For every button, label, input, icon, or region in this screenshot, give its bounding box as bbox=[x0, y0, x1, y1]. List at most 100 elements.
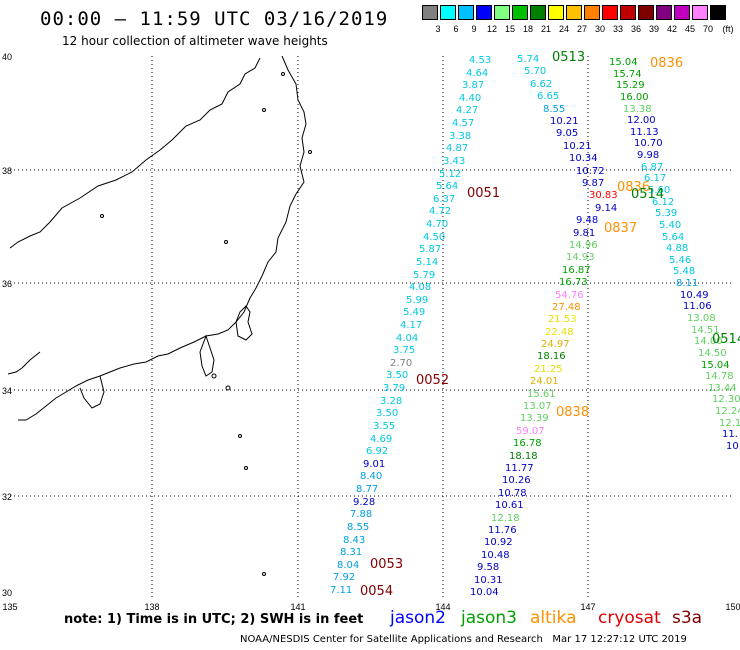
island-6 bbox=[225, 385, 231, 391]
legend-swatch bbox=[638, 5, 654, 20]
pass-time-label: 0513 bbox=[552, 50, 586, 65]
wave-height-value: 4.72 bbox=[429, 206, 452, 217]
pass-time-label: 0051 bbox=[467, 186, 501, 201]
wave-height-value: 5.64 bbox=[662, 232, 685, 243]
wave-height-value: 14.50 bbox=[698, 348, 727, 359]
legend-swatch bbox=[476, 5, 492, 20]
wave-height-value: 8.40 bbox=[360, 471, 383, 482]
legend-swatch bbox=[440, 5, 456, 20]
wave-height-value: 5.60 bbox=[648, 185, 671, 196]
wave-height-value: 18.18 bbox=[509, 451, 538, 462]
wave-height-value: 16.87 bbox=[562, 265, 591, 276]
legend-label: 42 bbox=[666, 24, 677, 34]
wave-height-value: 16.78 bbox=[513, 438, 542, 449]
wave-height-value: 3.50 bbox=[376, 408, 399, 419]
wave-height-value: 6.87 bbox=[641, 162, 664, 173]
legend-swatch bbox=[602, 5, 618, 20]
pass-time-label: 0514 bbox=[712, 332, 740, 347]
wave-height-value: 6.12 bbox=[652, 197, 675, 208]
wave-height-value: 3.55 bbox=[373, 421, 396, 432]
wave-height-value: 3.50 bbox=[386, 370, 409, 381]
wave-height-value: 5.99 bbox=[406, 295, 429, 306]
wave-height-value: 10.70 bbox=[634, 138, 663, 149]
latitude-label: 30 bbox=[2, 588, 12, 598]
pass-time-label: 0836 bbox=[650, 56, 684, 71]
legend-swatch bbox=[710, 5, 726, 20]
wave-height-value: 6.65 bbox=[537, 91, 560, 102]
wave-height-value: 9.28 bbox=[353, 497, 376, 508]
island-8 bbox=[244, 466, 248, 470]
wave-height-value: 10.61 bbox=[495, 500, 524, 511]
legend-swatch bbox=[656, 5, 672, 20]
latitude-labels: 40 38 36 34 32 30 bbox=[2, 52, 12, 598]
legend-label: 24 bbox=[558, 24, 569, 34]
pass-time-label: 0838 bbox=[556, 405, 590, 420]
honshu-coastline bbox=[9, 57, 261, 249]
island-2 bbox=[262, 108, 266, 112]
wave-height-value: 14.00 bbox=[694, 336, 723, 347]
latitude-label: 32 bbox=[2, 492, 12, 502]
legend-swatch bbox=[584, 5, 600, 20]
island-9 bbox=[262, 572, 266, 576]
legend-label: 18 bbox=[522, 24, 533, 34]
wave-height-value: 13.39 bbox=[520, 413, 549, 424]
wave-height-value: 4.04 bbox=[396, 333, 419, 344]
wave-height-value: 5.64 bbox=[436, 181, 459, 192]
legend-label: 21 bbox=[540, 24, 551, 34]
wave-height-value: 12.18 bbox=[491, 513, 520, 524]
wave-height-value: 8.43 bbox=[343, 535, 366, 546]
island-7 bbox=[238, 434, 242, 438]
legend-label: 39 bbox=[648, 24, 659, 34]
wave-height-value: 11.06 bbox=[683, 301, 712, 312]
wave-height-value: 12.00 bbox=[627, 115, 656, 126]
legend-swatch bbox=[458, 5, 474, 20]
legend-label: 6 bbox=[453, 24, 459, 34]
wave-height-value: 5.39 bbox=[655, 208, 678, 219]
wave-height-value: 10.04 bbox=[470, 587, 499, 598]
wave-height-value: 6.37 bbox=[433, 194, 456, 205]
wave-height-value: 10.48 bbox=[481, 550, 510, 561]
satellite-jason3: jason3 bbox=[461, 608, 517, 628]
wave-height-value: 14.51 bbox=[691, 325, 720, 336]
longitude-label: 147 bbox=[580, 602, 595, 612]
wave-height-value: 16.00 bbox=[620, 92, 649, 103]
wave-height-value: 10. bbox=[726, 441, 740, 452]
legend-swatch bbox=[422, 5, 438, 20]
wave-height-value: 4.69 bbox=[370, 434, 393, 445]
longitude-label: 138 bbox=[144, 602, 159, 612]
wave-height-value: 9.14 bbox=[595, 203, 618, 214]
wave-height-value: 3.87 bbox=[462, 80, 485, 91]
wave-height-value: 10.31 bbox=[474, 575, 503, 586]
pass-time-label: 0837 bbox=[604, 221, 638, 236]
wave-height-value: 14.96 bbox=[569, 240, 598, 251]
pass-time-label: 0054 bbox=[360, 584, 394, 599]
latitude-label: 40 bbox=[2, 52, 12, 62]
wave-height-value: 4.50 bbox=[423, 232, 446, 243]
legend-label: 36 bbox=[630, 24, 641, 34]
legend-label: 33 bbox=[612, 24, 623, 34]
satellite-jason2: jason2 bbox=[390, 608, 446, 628]
wave-height-value: 13.08 bbox=[687, 313, 716, 324]
pass-time-label: 0514 bbox=[631, 187, 665, 202]
wave-height-value: 14.93 bbox=[566, 252, 595, 263]
island-1 bbox=[281, 72, 285, 76]
wave-height-value: 10.78 bbox=[498, 488, 527, 499]
island-3 bbox=[308, 150, 312, 154]
island-4 bbox=[224, 240, 228, 244]
wave-height-value: 30.83 bbox=[589, 190, 618, 201]
credit-text: NOAA/NESDIS Center for Satellite Applica… bbox=[240, 634, 543, 645]
wave-height-value: 8.55 bbox=[543, 104, 566, 115]
wave-height-value: 27.48 bbox=[552, 302, 581, 313]
inlet-coast bbox=[7, 351, 41, 375]
legend-swatch bbox=[530, 5, 546, 20]
wave-height-value: 8.55 bbox=[347, 522, 370, 533]
wave-height-value: 5.48 bbox=[673, 266, 696, 277]
wave-height-value: 5.87 bbox=[419, 244, 442, 255]
wave-height-value: 4.70 bbox=[426, 219, 449, 230]
island-10 bbox=[100, 214, 104, 218]
wave-height-value: 10.72 bbox=[576, 166, 605, 177]
satellite-altika: altika bbox=[530, 608, 577, 628]
wave-height-value: 6.62 bbox=[530, 79, 553, 90]
wave-height-value: 6.17 bbox=[644, 173, 667, 184]
longitude-label: 144 bbox=[435, 602, 450, 612]
